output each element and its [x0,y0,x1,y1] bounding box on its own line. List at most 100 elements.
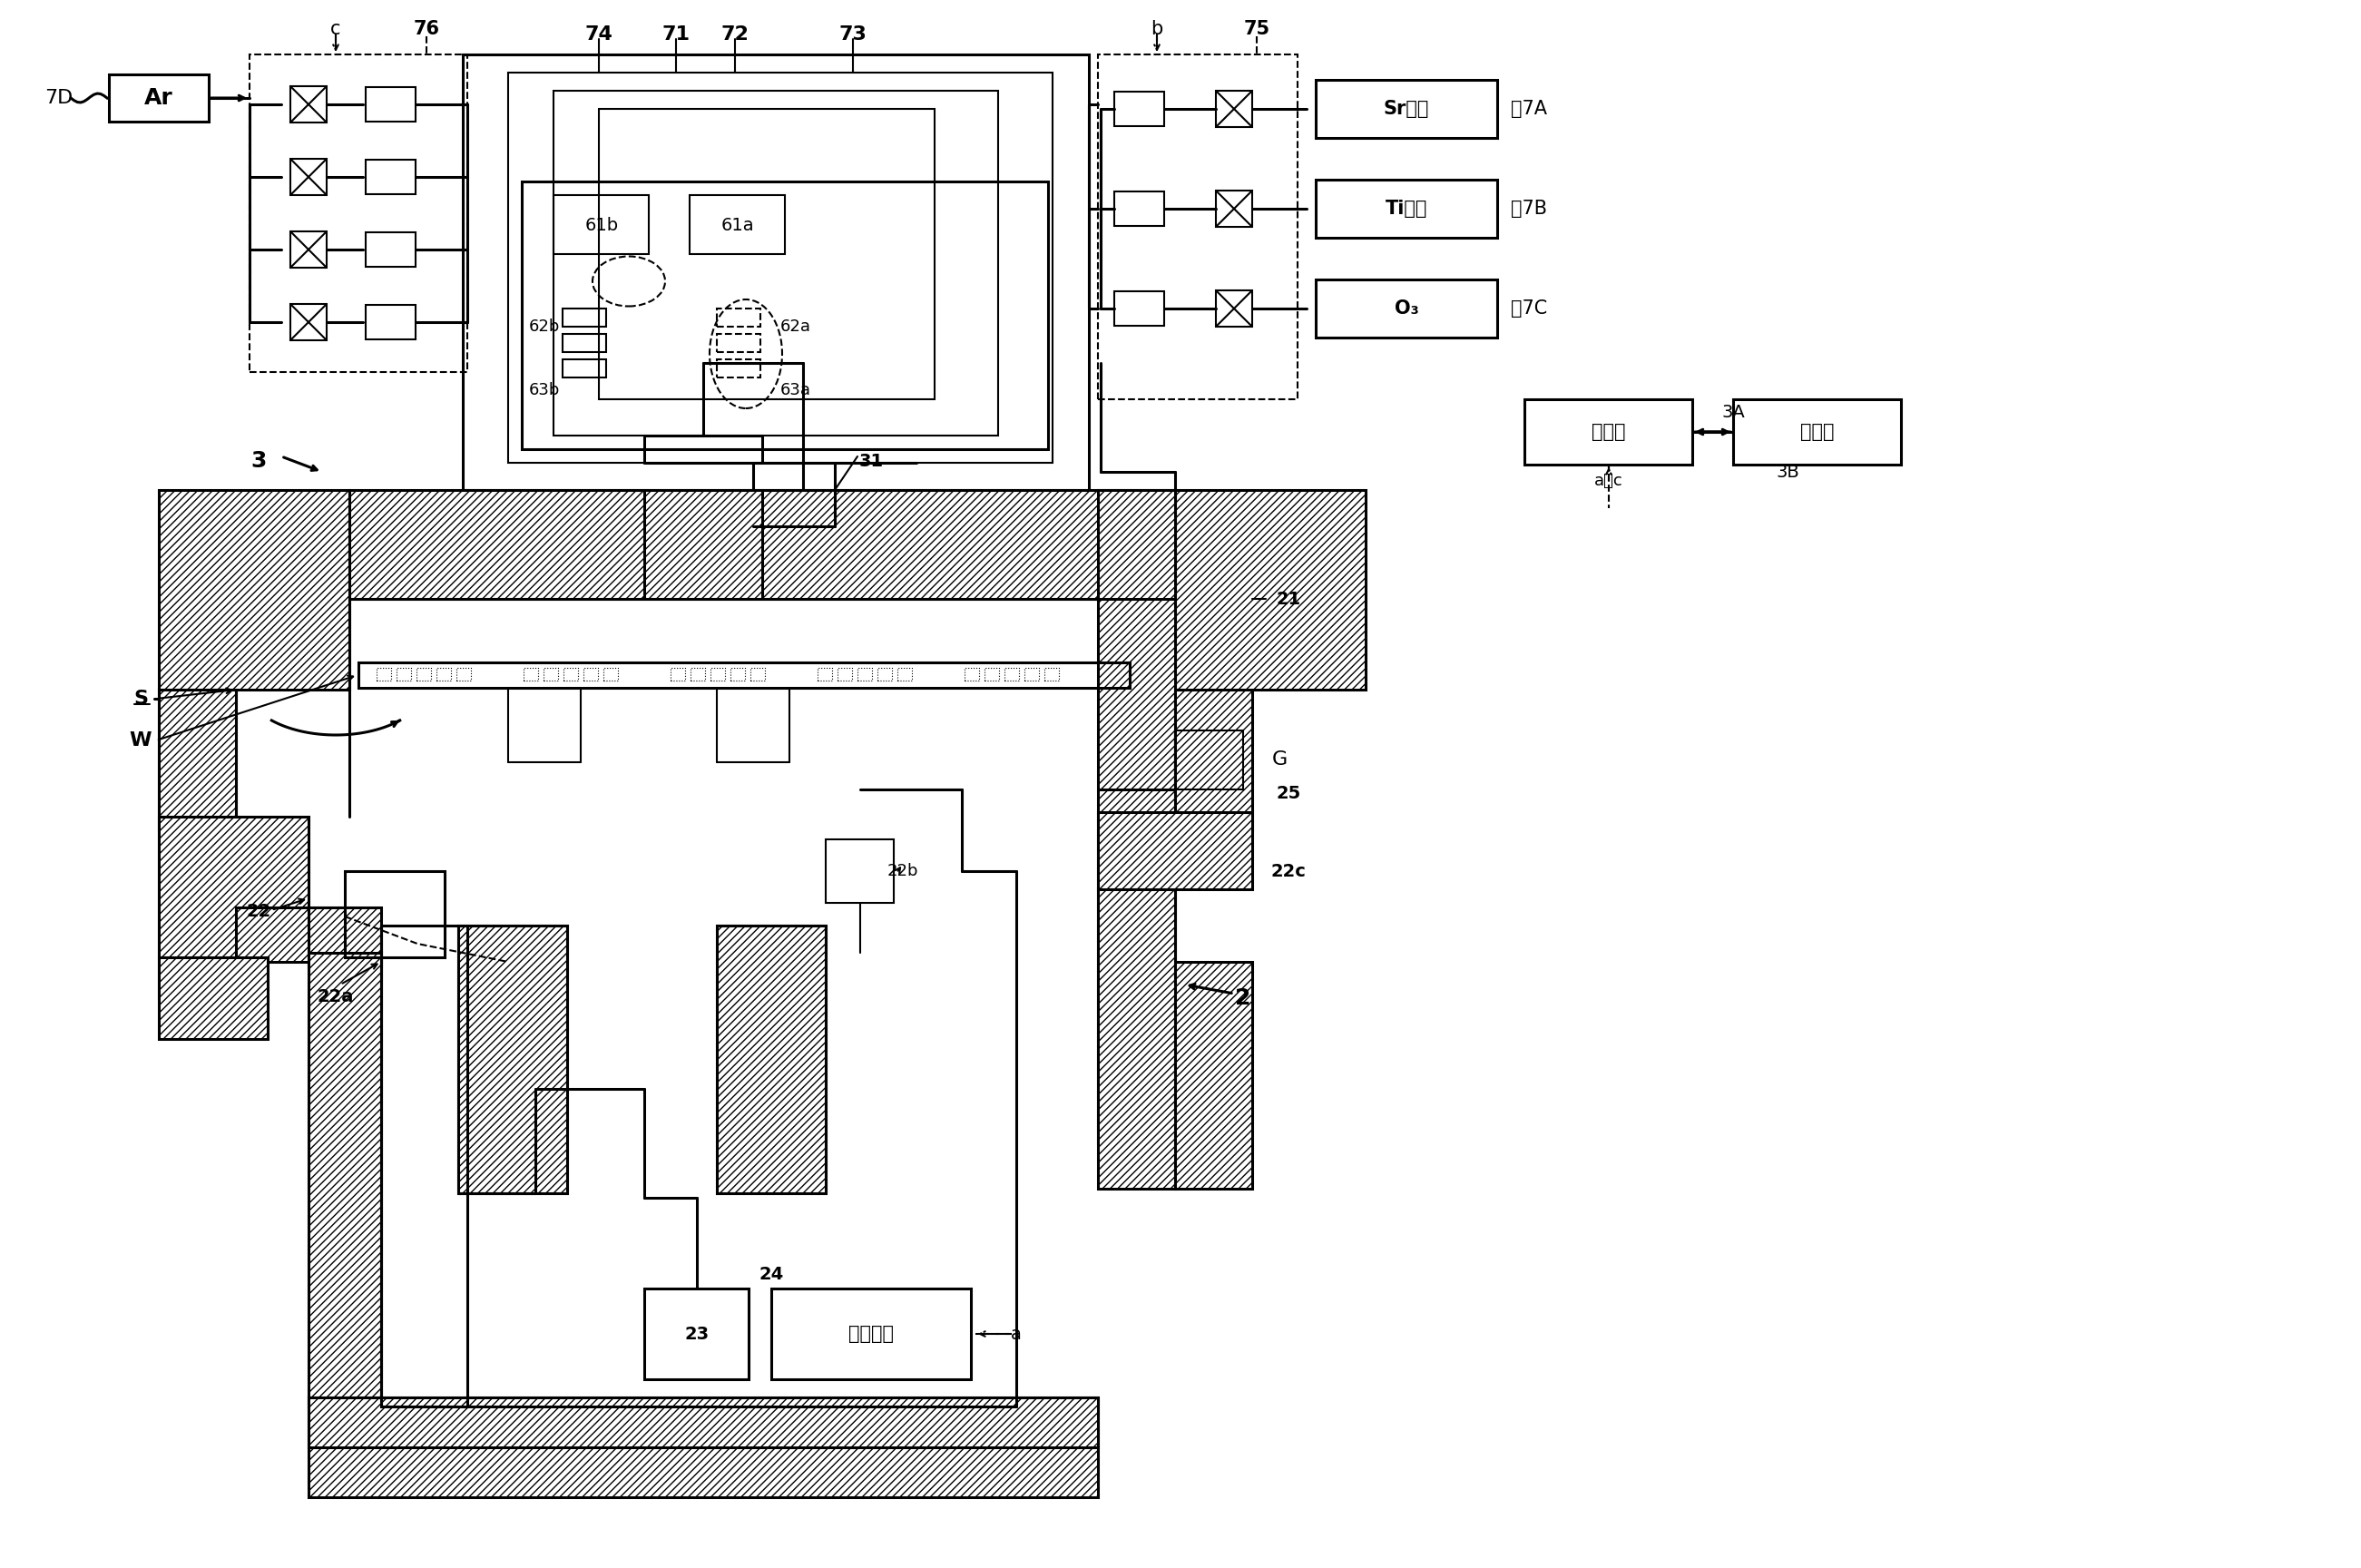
Bar [826,839,895,903]
Bar [562,309,607,326]
Bar [897,668,911,681]
Bar [1216,91,1251,127]
Text: 22b: 22b [888,862,918,880]
Text: 62a: 62a [781,318,812,336]
Bar [1733,400,1901,464]
Bar [1216,191,1251,227]
Bar [1114,191,1164,226]
Bar [857,668,871,681]
Bar [1025,668,1039,681]
Bar [290,304,326,340]
Bar [158,958,267,1040]
Bar [349,489,1176,599]
Bar [508,72,1053,463]
Text: G: G [1273,751,1287,768]
Bar [290,158,326,194]
Bar [604,668,619,681]
Bar [1176,731,1244,789]
Text: c: c [331,20,340,38]
Bar [290,86,326,122]
Text: S: S [132,690,149,707]
Text: 存储部: 存储部 [1801,423,1834,441]
Bar [772,1289,970,1380]
Text: b: b [1150,20,1164,38]
Bar [380,925,467,1406]
Bar [1315,180,1497,238]
Bar [718,309,760,326]
Text: 3: 3 [250,450,267,472]
Bar [456,668,470,681]
Bar [985,668,999,681]
Text: 控制部: 控制部 [1591,423,1627,441]
Bar [522,182,1048,448]
Text: 21: 21 [1275,590,1301,607]
Text: ～7A: ～7A [1511,100,1546,118]
Text: 75: 75 [1244,20,1270,38]
Bar [718,359,760,378]
Bar [236,908,345,961]
Bar [1098,812,1251,889]
Text: 25: 25 [1275,786,1301,803]
Bar [158,690,236,831]
Bar [309,1397,1098,1447]
Text: a－c: a－c [1594,474,1624,489]
Bar [1098,889,1176,1189]
Bar [966,668,980,681]
Bar [109,74,208,122]
Text: Sr原料: Sr原料 [1384,100,1428,118]
Text: 76: 76 [413,20,439,38]
Text: 72: 72 [720,25,748,44]
Bar [463,55,1088,489]
Text: 3B: 3B [1775,463,1799,480]
Bar [689,194,784,254]
Bar [1176,489,1365,690]
Bar [1114,292,1164,326]
Bar [1525,400,1693,464]
Text: 22: 22 [246,903,272,920]
Bar [1315,279,1497,337]
Bar [552,194,649,254]
Bar [397,668,411,681]
Text: 62b: 62b [529,318,560,336]
Text: 74: 74 [586,25,614,44]
Bar [838,668,852,681]
Bar [366,232,416,267]
Bar [718,925,826,1193]
Bar [309,908,380,966]
Text: Ti原料: Ti原料 [1386,199,1428,218]
Bar [817,668,831,681]
Text: 71: 71 [661,25,689,44]
Bar [437,668,451,681]
Bar [543,668,557,681]
Bar [1098,489,1176,1143]
Text: 2: 2 [1235,988,1251,1010]
Bar [458,925,567,1193]
Bar [366,160,416,194]
Bar [1098,55,1299,400]
Bar [689,668,706,681]
Text: W: W [130,731,151,750]
Text: 24: 24 [758,1267,784,1284]
Bar [1176,961,1251,1189]
Bar [290,232,326,268]
Text: 31: 31 [859,452,883,469]
Text: a: a [1011,1325,1022,1342]
Text: 63a: 63a [781,383,812,398]
Bar [309,1397,1098,1497]
Bar [158,817,309,958]
Bar [1176,690,1251,831]
Text: 22c: 22c [1270,862,1306,880]
Bar [718,334,760,353]
Bar [359,662,1129,688]
Text: 7D: 7D [45,89,73,107]
Bar [1216,290,1251,326]
Text: 61b: 61b [586,216,619,234]
Bar [645,1289,748,1380]
Text: 73: 73 [838,25,866,44]
Bar [250,55,467,372]
Text: Ar: Ar [144,88,172,108]
Text: O₃: O₃ [1395,299,1419,318]
Bar [158,690,236,999]
Bar [375,668,392,681]
Bar [366,88,416,122]
